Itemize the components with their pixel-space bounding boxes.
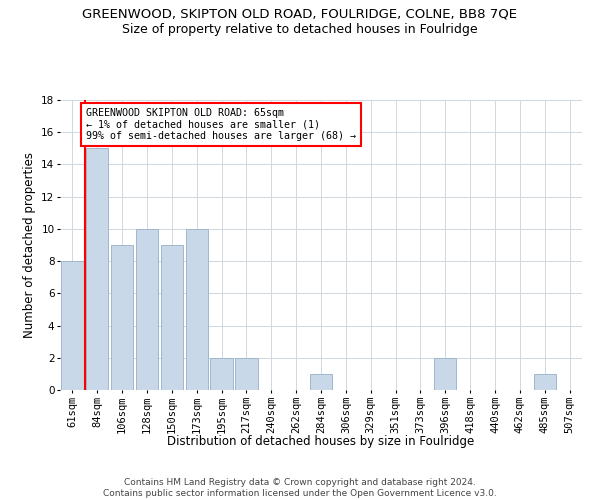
Text: GREENWOOD SKIPTON OLD ROAD: 65sqm
← 1% of detached houses are smaller (1)
99% of: GREENWOOD SKIPTON OLD ROAD: 65sqm ← 1% o…: [86, 108, 356, 142]
Bar: [310, 374, 332, 390]
Text: GREENWOOD, SKIPTON OLD ROAD, FOULRIDGE, COLNE, BB8 7QE: GREENWOOD, SKIPTON OLD ROAD, FOULRIDGE, …: [83, 8, 517, 20]
Bar: [136, 229, 158, 390]
Y-axis label: Number of detached properties: Number of detached properties: [23, 152, 35, 338]
Bar: [161, 245, 183, 390]
Bar: [61, 261, 83, 390]
Bar: [235, 358, 257, 390]
Bar: [86, 148, 109, 390]
Text: Size of property relative to detached houses in Foulridge: Size of property relative to detached ho…: [122, 22, 478, 36]
Bar: [185, 229, 208, 390]
Bar: [211, 358, 233, 390]
Text: Distribution of detached houses by size in Foulridge: Distribution of detached houses by size …: [167, 435, 475, 448]
Bar: [434, 358, 457, 390]
Bar: [533, 374, 556, 390]
Text: Contains HM Land Registry data © Crown copyright and database right 2024.
Contai: Contains HM Land Registry data © Crown c…: [103, 478, 497, 498]
Bar: [111, 245, 133, 390]
